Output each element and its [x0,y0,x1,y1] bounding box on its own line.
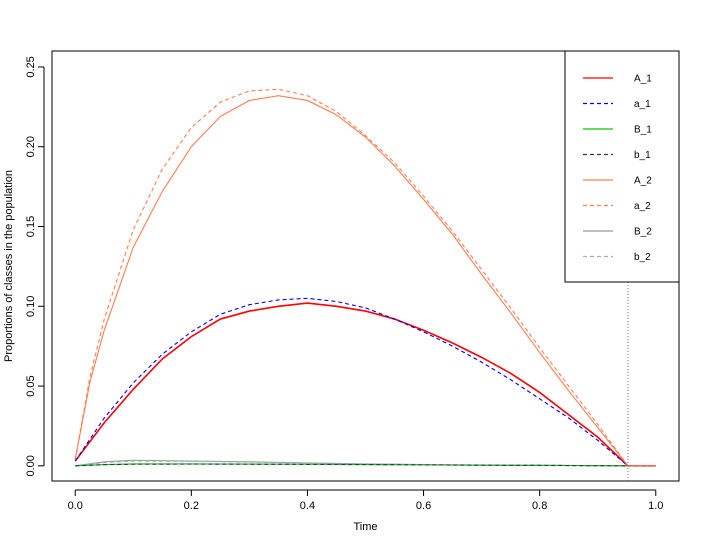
legend-label: b_1 [634,150,651,161]
x-axis-label: Time [353,521,377,533]
y-axis: 0.00 0.05 0.10 0.15 0.20 0.25 [25,56,45,477]
legend-label: B_1 [634,125,652,136]
legend-label: b_2 [634,252,651,263]
x-tick-label: 0.6 [416,500,431,512]
x-tick-label: 0.0 [68,500,83,512]
y-tick-label: 0.00 [25,455,37,476]
legend-label: B_2 [634,227,652,238]
series-line-a-2-lower [74,88,656,467]
y-tick-label: 0.25 [25,56,37,77]
x-axis: 0.0 0.2 0.4 0.6 0.8 1.0 [68,489,663,512]
x-tick-label: 0.2 [184,500,199,512]
y-tick-label: 0.15 [25,216,37,237]
series-layer [74,88,656,467]
x-tick-label: 1.0 [648,500,663,512]
legend-box [564,50,680,283]
x-tick-label: 0.8 [532,500,547,512]
legend-label: a_2 [634,201,651,212]
legend-label: A_1 [634,74,652,85]
y-axis-label: Proportions of classes in the population [3,170,15,362]
series-line-a-1-lower [74,297,656,467]
series-line-b-1-lower [75,463,656,467]
legend: A_1 a_1 B_1 b_1 A_2 a_2 B_2 b_2 [564,50,680,283]
legend-label: a_1 [634,99,651,110]
y-tick-label: 0.10 [25,296,37,317]
y-tick-label: 0.05 [25,375,37,396]
y-tick-label: 0.20 [25,136,37,157]
x-tick-label: 0.4 [300,500,315,512]
series-line-a-1-upper [74,302,656,467]
legend-label: A_2 [634,176,652,187]
series-line-a-2-upper [74,95,656,467]
